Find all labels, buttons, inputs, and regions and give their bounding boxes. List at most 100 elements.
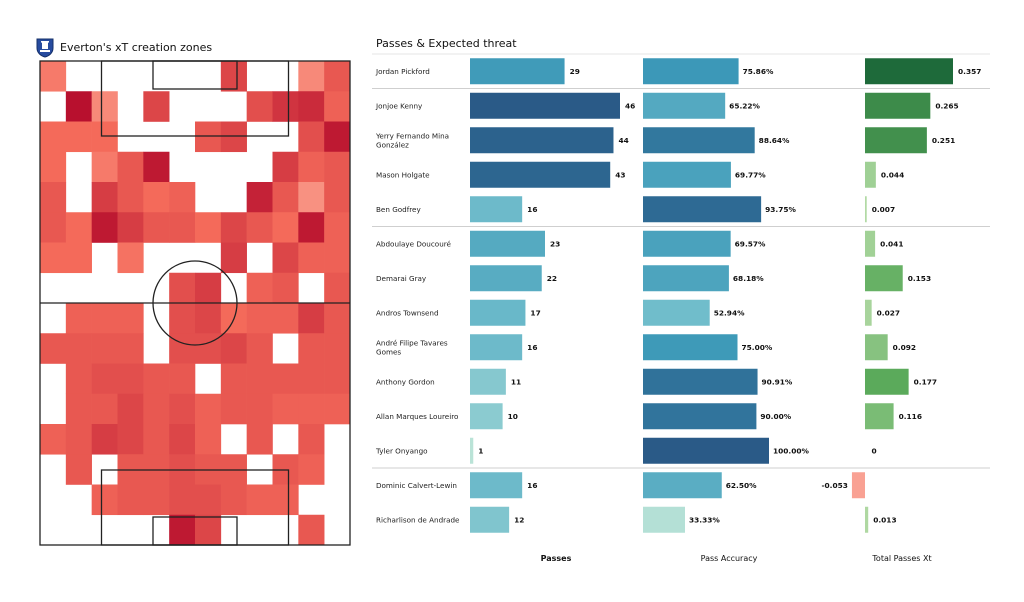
passes-bar	[470, 127, 614, 154]
heatmap-cell	[117, 151, 144, 183]
player-name-line: Demarai Gray	[376, 274, 427, 283]
heatmap-cell	[40, 212, 67, 243]
heatmap-cell	[324, 182, 351, 213]
heatmap-cell	[324, 272, 351, 304]
heatmap-cell	[91, 121, 118, 153]
heatmap-cell	[91, 333, 118, 364]
heatmap-cell	[272, 303, 299, 334]
xt-bar-negative	[851, 472, 865, 499]
heatmap-cell	[298, 393, 325, 425]
xt-bar	[865, 368, 909, 395]
xt-value-label: -0.053	[821, 481, 847, 490]
heatmap-cell	[324, 212, 351, 243]
heatmap-cell	[117, 484, 144, 516]
player-name-line: Abdoulaye Doucouré	[376, 239, 452, 248]
heatmap-cell	[169, 333, 196, 364]
heatmap-cell	[246, 484, 273, 516]
pass-accuracy-bar	[643, 161, 731, 188]
pass-accuracy-bar	[643, 506, 685, 533]
heatmap-cell	[298, 514, 325, 546]
heatmap-cell	[324, 91, 351, 122]
heatmap-cell	[143, 212, 170, 243]
heatmap-cell	[117, 242, 144, 274]
heatmap-cell	[65, 91, 92, 122]
heatmap-cell	[220, 61, 247, 92]
heatmap-cell	[246, 393, 273, 425]
heatmap-cell	[324, 242, 351, 274]
heatmap-cell	[220, 121, 247, 153]
xt-bar	[865, 334, 888, 361]
heatmap-cell	[246, 182, 273, 213]
xt-bar	[865, 265, 903, 292]
heatmap-cell	[117, 212, 144, 243]
player-name: Allan Marques Loureiro	[376, 412, 458, 421]
heatmap-cell	[143, 424, 170, 455]
xt-value-label: 0.013	[873, 515, 896, 524]
player-name-line: Tyler Onyango	[375, 446, 428, 455]
heatmap-cell	[246, 212, 273, 243]
heatmap-cell	[324, 363, 351, 395]
passes-value-label: 16	[527, 481, 537, 490]
passes-bar	[470, 196, 523, 223]
player-name-line: Yerry Fernando Mina	[375, 131, 449, 140]
passes-bar	[470, 506, 510, 533]
heatmap-cell	[65, 121, 92, 153]
heatmap-cell	[65, 212, 92, 243]
heatmap-cell	[272, 363, 299, 395]
pass-accuracy-bar	[643, 196, 762, 223]
xt-value-label: 0.027	[877, 308, 900, 317]
pass-accuracy-bar	[643, 127, 755, 154]
heatmap-title: Everton's xT creation zones	[60, 40, 213, 54]
heatmap-cell	[298, 91, 325, 122]
heatmap-cell	[40, 424, 67, 455]
heatmap-cell	[246, 303, 273, 334]
pass-accuracy-value-label: 69.77%	[735, 170, 766, 179]
player-name-line: Allan Marques Loureiro	[376, 412, 458, 421]
pass-accuracy-value-label: 75.86%	[743, 67, 774, 76]
xt-value-label: 0.265	[935, 101, 958, 110]
pass-accuracy-bar	[643, 58, 739, 85]
player-name-line: Jordan Pickford	[375, 67, 430, 76]
heatmap-cell	[298, 151, 325, 183]
passes-column-header: Passes	[541, 554, 572, 563]
passes-value-label: 23	[550, 239, 560, 248]
player-name: André Filipe Tavares Gomes	[376, 338, 448, 356]
heatmap-cell	[298, 303, 325, 334]
pass-accuracy-value-label: 100.00%	[773, 446, 810, 455]
xt-bar	[865, 92, 931, 119]
xt-value-label: 0.251	[932, 136, 955, 145]
heatmap-cell	[220, 363, 247, 395]
xt-column-header: Total Passes Xt	[871, 554, 931, 563]
pass-accuracy-value-label: 88.64%	[759, 136, 790, 145]
passes-bar	[470, 334, 523, 361]
heatmap-cell	[143, 393, 170, 425]
heatmap-cell	[195, 424, 222, 455]
heatmap-cell	[298, 424, 325, 455]
xt-bar	[865, 230, 876, 257]
heatmap-cell	[91, 393, 118, 425]
player-name: Demarai Gray	[376, 274, 427, 283]
heatmap-cell	[91, 182, 118, 213]
player-name-line: Gomes	[376, 347, 401, 356]
heatmap-cell	[195, 121, 222, 153]
heatmap-cell	[91, 212, 118, 243]
heatmap-cell	[220, 393, 247, 425]
pass-accuracy-value-label: 90.91%	[762, 377, 793, 386]
heatmap-cell	[272, 151, 299, 183]
heatmap-cell	[65, 424, 92, 455]
pass-accuracy-column-header: Pass Accuracy	[701, 554, 758, 563]
heatmap-cell	[298, 454, 325, 485]
player-name: Andros Townsend	[376, 308, 439, 317]
heatmap-cell	[40, 61, 67, 92]
heatmap-cell	[65, 242, 92, 274]
passes-bar	[470, 92, 620, 119]
xt-bar	[865, 299, 872, 326]
passes-value-label: 44	[618, 136, 628, 145]
heatmap-cell	[91, 303, 118, 334]
heatmap-cell	[40, 121, 67, 153]
player-name: Ben Godfrey	[376, 205, 421, 214]
player-name-line: Dominic Calvert-Lewin	[376, 481, 457, 490]
heatmap-cell	[246, 272, 273, 304]
player-name-line: Andros Townsend	[376, 308, 439, 317]
heatmap-cell	[246, 91, 273, 122]
